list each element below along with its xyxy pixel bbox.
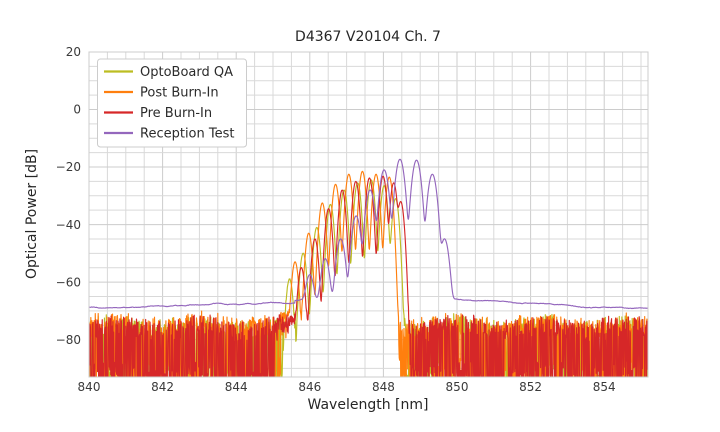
x-tick-label: 840 [78, 380, 101, 394]
x-tick-label: 844 [225, 380, 248, 394]
x-axis-label: Wavelength [nm] [308, 397, 429, 413]
y-tick-label: 20 [66, 45, 81, 59]
legend-item-optoboard-qa: OptoBoard QA [104, 65, 233, 80]
legend-box [97, 58, 247, 148]
chart-title: D4367 V20104 Ch. 7 [295, 29, 441, 45]
y-tick-label: −20 [56, 160, 81, 174]
legend-label-reception-test: Reception Test [140, 127, 234, 142]
plot-border [88, 51, 649, 378]
y-axis-label: Optical Power [dB] [24, 149, 40, 279]
legend: OptoBoard QA Post Burn-In Pre Burn-In Recep… [97, 58, 247, 148]
legend-label-optoboard-qa: OptoBoard QA [140, 65, 233, 80]
x-tick-label: 850 [446, 380, 469, 394]
x-tick-label: 846 [298, 380, 321, 394]
y-tick-label: −60 [56, 275, 81, 289]
legend-item-post-burn-in: Post Burn-In [104, 86, 219, 101]
y-tick-label: −40 [56, 218, 81, 232]
x-axis-tick-labels: 840 842 844 846 848 850 852 854 [78, 380, 616, 394]
series-line-pre-burn-in [89, 175, 648, 377]
x-tick-label: 848 [372, 380, 395, 394]
y-tick-label: −80 [56, 333, 81, 347]
legend-item-pre-burn-in: Pre Burn-In [104, 106, 212, 121]
x-tick-label: 842 [151, 380, 174, 394]
x-tick-label: 854 [593, 380, 616, 394]
x-tick-label: 852 [519, 380, 542, 394]
legend-label-post-burn-in: Post Burn-In [140, 86, 219, 101]
legend-label-pre-burn-in: Pre Burn-In [140, 106, 212, 121]
series-line-reception-test [89, 158, 648, 310]
y-tick-label: 0 [73, 103, 81, 117]
legend-item-reception-test: Reception Test [104, 127, 234, 142]
series-lines [89, 158, 648, 377]
y-axis-tick-labels: 20 0 −20 −40 −60 −80 [56, 45, 81, 347]
